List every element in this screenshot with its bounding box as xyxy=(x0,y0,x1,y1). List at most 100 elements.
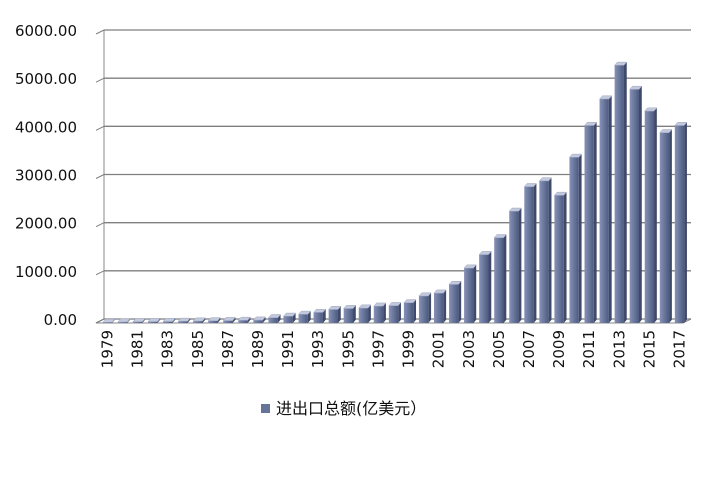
bar-side xyxy=(669,129,672,323)
bar-top xyxy=(433,289,447,294)
bar-top xyxy=(568,153,583,158)
bar-side xyxy=(488,251,492,323)
bar-top xyxy=(328,306,342,310)
bar-side xyxy=(322,309,326,323)
x-tick-label: 1993 xyxy=(309,330,327,368)
gridline-depth xyxy=(95,29,105,35)
bar-side xyxy=(307,311,311,323)
bar-front xyxy=(418,296,429,323)
x-tick-label: 2011 xyxy=(580,330,598,368)
bar-side xyxy=(337,306,341,323)
bar xyxy=(614,61,628,323)
gridline-depth xyxy=(95,174,105,179)
bar-front xyxy=(117,322,128,323)
bar-front xyxy=(388,305,399,323)
bar xyxy=(508,207,522,323)
bar xyxy=(297,310,312,323)
x-axis-tick-labels: 1979 1981 1983 1985 1987 1989 1991 1993 1995 1997… xyxy=(99,330,689,368)
bar-front xyxy=(464,268,474,323)
bar xyxy=(102,318,116,323)
bar xyxy=(282,312,297,323)
bar xyxy=(659,129,673,323)
bar xyxy=(403,299,417,323)
x-tick-label: 2001 xyxy=(430,330,448,368)
bar-front xyxy=(148,321,158,323)
bar-side xyxy=(518,208,522,323)
bar-side xyxy=(623,62,627,323)
bar-front xyxy=(328,309,338,323)
bar-side xyxy=(398,302,401,323)
x-tick-label: 1983 xyxy=(159,330,177,368)
bar-top xyxy=(132,318,146,323)
bar-side xyxy=(202,317,206,323)
bar-top xyxy=(599,95,613,100)
bar-front xyxy=(268,317,278,323)
bar-front xyxy=(253,320,263,323)
x-tick-label: 2003 xyxy=(460,330,478,368)
bar xyxy=(237,316,252,323)
bar xyxy=(538,177,553,323)
bar-front xyxy=(283,316,293,323)
bar-top xyxy=(388,302,402,306)
bar xyxy=(177,317,191,323)
bar-front xyxy=(494,237,504,323)
x-tick-label: 2007 xyxy=(520,330,538,368)
bar-front xyxy=(298,314,308,323)
bar xyxy=(252,316,267,323)
bar xyxy=(493,234,507,323)
bar-front xyxy=(554,195,564,323)
x-tick-label: 1995 xyxy=(339,330,357,368)
bar-top xyxy=(614,61,628,66)
bar-front xyxy=(539,180,549,323)
x-tick-label: 2015 xyxy=(640,330,658,368)
y-tick-label: 1000.00 xyxy=(15,263,77,281)
x-tick-label: 2009 xyxy=(550,330,568,368)
x-tick-label: 1979 xyxy=(99,330,117,368)
bar-top xyxy=(297,310,312,315)
bar-front xyxy=(599,99,609,324)
bar-top xyxy=(252,316,267,321)
bars xyxy=(102,61,688,324)
bar-top xyxy=(117,318,131,323)
bar-side xyxy=(654,107,657,323)
bar-top xyxy=(418,292,432,297)
bar-top xyxy=(207,317,221,322)
bar-top xyxy=(358,304,372,309)
bar-front xyxy=(569,157,579,323)
bar-front xyxy=(343,308,354,323)
x-tick-label: 1999 xyxy=(400,330,418,368)
y-tick-label: 2000.00 xyxy=(15,215,77,233)
x-tick-label: 2017 xyxy=(670,330,688,368)
bar xyxy=(478,251,492,323)
gridline-depth xyxy=(95,77,105,83)
bar xyxy=(433,289,447,323)
bar-side xyxy=(473,264,477,323)
bar-side xyxy=(503,234,507,323)
x-tick-label: 1987 xyxy=(219,330,237,368)
bar xyxy=(192,317,206,323)
y-tick-label: 0.00 xyxy=(44,311,77,329)
bar xyxy=(267,314,282,323)
bar-side xyxy=(608,95,612,323)
bar xyxy=(674,122,688,324)
bar xyxy=(207,317,221,323)
gridline-depth xyxy=(95,125,105,131)
bar-front xyxy=(163,321,173,323)
bar-front xyxy=(358,308,369,323)
bar-top xyxy=(403,299,417,304)
bar xyxy=(222,317,236,323)
bar-top xyxy=(523,183,537,187)
bar xyxy=(568,153,583,323)
bar-side xyxy=(533,183,537,323)
bar-front xyxy=(178,321,188,323)
bar xyxy=(328,306,342,323)
bar xyxy=(358,304,372,323)
bar-top xyxy=(674,122,688,126)
bar xyxy=(629,85,643,324)
bar-side xyxy=(443,289,447,323)
bar-side xyxy=(187,318,191,323)
bar xyxy=(373,302,387,323)
bar-front xyxy=(524,186,534,323)
bar-top xyxy=(373,302,387,307)
